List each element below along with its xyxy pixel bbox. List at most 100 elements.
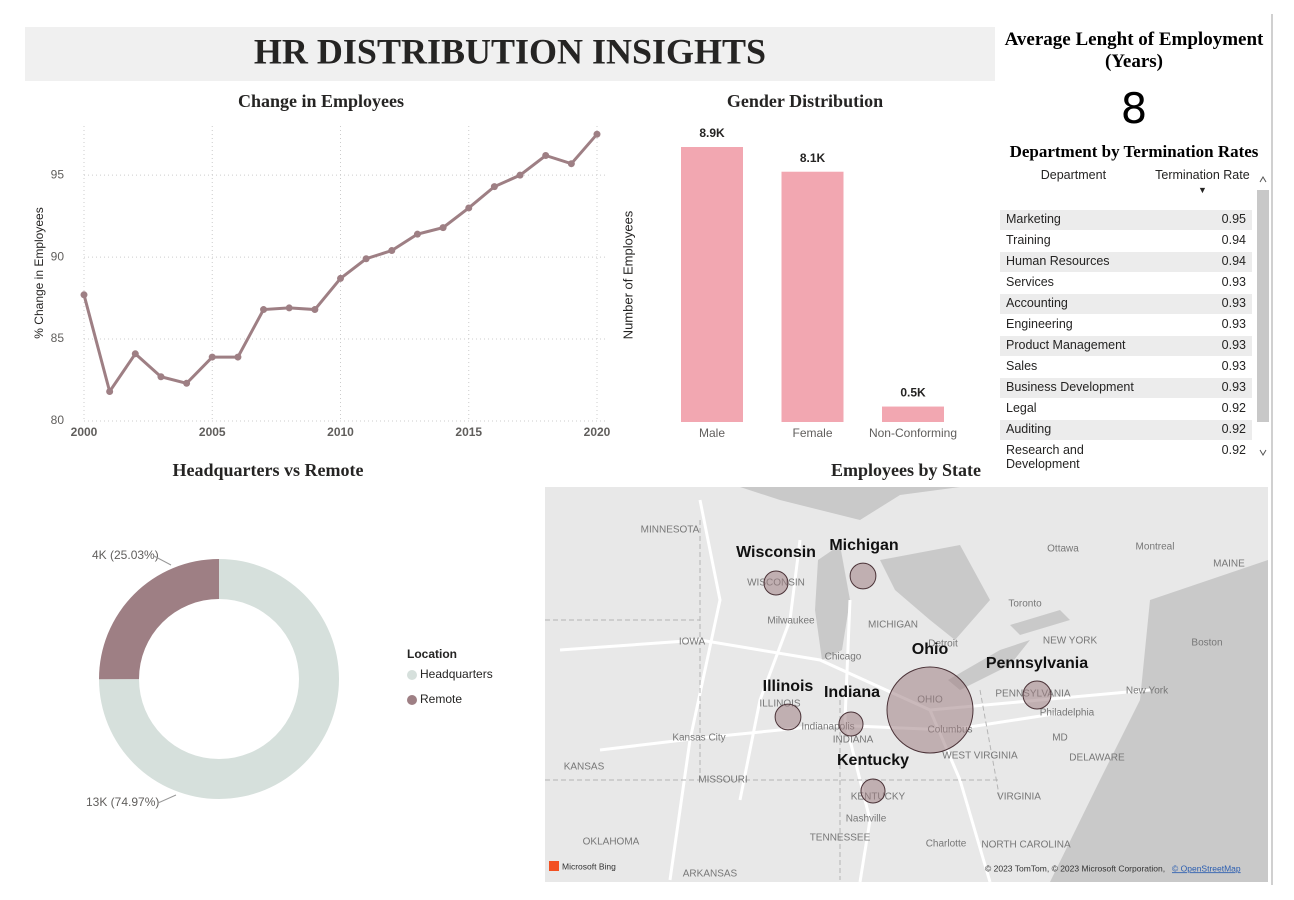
scroll-down[interactable]	[1259, 449, 1267, 456]
leader-line	[157, 794, 177, 804]
bar	[681, 147, 743, 422]
department-cell: Business Development	[1006, 380, 1134, 394]
scrollbar[interactable]	[1257, 170, 1269, 462]
y-tick-label: 95	[51, 167, 65, 181]
scroll-thumb[interactable]	[1257, 190, 1269, 422]
map-place-label: MINNESOTA	[641, 525, 700, 536]
line-point	[516, 171, 524, 179]
rate-cell: 0.93	[1221, 275, 1246, 289]
map-place-label: DELAWARE	[1069, 753, 1125, 764]
map-place-label: TENNESSEE	[810, 833, 871, 844]
chart-title: Employees by State	[831, 460, 981, 480]
line-point	[208, 353, 216, 361]
map-attribution: Microsoft Bing	[562, 861, 616, 871]
x-tick-label: 2015	[455, 425, 482, 439]
line-point	[183, 379, 191, 387]
column-header-text: Termination Rate	[1155, 168, 1250, 182]
map-place-label: Nashville	[846, 814, 887, 825]
line-point	[337, 274, 344, 282]
map-place-label: Chicago	[825, 652, 862, 663]
state-label: Pennsylvania	[986, 655, 1088, 672]
table-row[interactable]: Marketing 0.95	[1000, 210, 1252, 231]
bubble	[849, 562, 877, 590]
column-header[interactable]: Department	[1040, 168, 1107, 182]
state-label: Indiana	[824, 684, 880, 701]
rate-cell: 0.93	[1221, 317, 1246, 331]
department-cell: Legal	[1006, 401, 1037, 415]
x-tick-label: 2010	[327, 425, 354, 439]
department-cell: Human Resources	[1006, 254, 1110, 268]
table-body: Marketing 0.95 Training 0.94 Human Resources…	[1000, 210, 1252, 474]
legend-swatch	[407, 695, 417, 705]
table-row[interactable]: Human Resources 0.94	[1000, 252, 1252, 273]
data-label: 4K (25.03%)	[92, 548, 159, 562]
map-place-label: Toronto	[1008, 599, 1042, 610]
x-tick-label: 2000	[71, 425, 98, 439]
data-label: 0.5K	[900, 386, 926, 400]
map-place-label: OKLAHOMA	[583, 837, 640, 848]
department-cell: Auditing	[1006, 422, 1052, 436]
lake	[948, 640, 1030, 690]
table-row[interactable]: Business Development 0.93	[1000, 378, 1252, 399]
map-attribution: © 2023 TomTom, © 2023 Microsoft Corporat…	[985, 863, 1165, 873]
line-point	[439, 224, 447, 232]
map-place-label: Indianapolis	[801, 722, 854, 733]
table-row[interactable]: Auditing 0.92	[1000, 420, 1252, 441]
line-point	[234, 353, 242, 361]
line-point	[388, 247, 396, 255]
line-point	[490, 183, 498, 191]
state-label: Michigan	[829, 537, 898, 554]
table-row[interactable]: Services 0.93	[1000, 273, 1252, 294]
y-tick-label: 80	[51, 413, 65, 427]
table-row[interactable]: Sales 0.93	[1000, 357, 1252, 378]
bubble	[763, 570, 789, 596]
department-cell: Services	[1006, 275, 1054, 289]
x-tick-label: Non-Conforming	[869, 426, 957, 440]
table-row[interactable]: Accounting 0.93	[1000, 294, 1252, 315]
x-tick-label: Male	[699, 426, 725, 440]
state-label: Ohio	[912, 641, 949, 658]
map-place-label: MISSOURI	[698, 775, 747, 786]
table-title: Department by Termination Rates	[1009, 142, 1259, 161]
legend-label: Headquarters	[420, 667, 493, 681]
map-place-label: Boston	[1191, 638, 1222, 649]
line-point	[413, 230, 421, 238]
table-row[interactable]: Training 0.94	[1000, 231, 1252, 252]
chart-title: Change in Employees	[238, 91, 404, 111]
map-place-label: ARKANSAS	[683, 869, 738, 880]
department-cell: Accounting	[1006, 296, 1068, 310]
line-point	[131, 350, 139, 358]
title-banner	[25, 27, 995, 81]
donut-slice	[99, 559, 219, 680]
bubble	[774, 703, 802, 731]
table-row[interactable]: Legal 0.92	[1000, 399, 1252, 420]
line-point	[465, 204, 473, 212]
map-place-label: NEW YORK	[1043, 636, 1098, 647]
lake	[1010, 610, 1070, 635]
department-cell: Engineering	[1006, 317, 1073, 331]
table-row[interactable]: Engineering 0.93	[1000, 315, 1252, 336]
line-point	[542, 152, 550, 159]
legend-swatch	[407, 670, 417, 680]
table-row[interactable]: Product Management 0.93	[1000, 336, 1252, 357]
bubble	[886, 666, 974, 754]
map-place-label: VIRGINIA	[997, 792, 1041, 803]
y-axis-label: % Change in Employees	[32, 207, 46, 338]
kpi-value: 8	[1120, 84, 1148, 133]
rate-cell: 0.94	[1221, 254, 1246, 268]
map-place-label: NORTH CAROLINA	[981, 840, 1071, 851]
y-axis-label: Number of Employees	[620, 210, 635, 339]
rate-cell: 0.93	[1221, 380, 1246, 394]
map-place-label: Ottawa	[1047, 544, 1079, 555]
lake	[880, 545, 990, 640]
line-point	[260, 306, 268, 314]
data-label: 8.1K	[800, 151, 826, 165]
map-place-label: INDIANA	[833, 735, 874, 746]
column-header[interactable]: Termination Rate ▼	[1147, 168, 1252, 210]
scroll-up[interactable]	[1259, 176, 1267, 183]
map-place-label: MICHIGAN	[868, 620, 918, 631]
table-row[interactable]: Research and Development 0.92	[1000, 441, 1252, 474]
table-header: Department Termination Rate ▼	[1000, 168, 1252, 210]
